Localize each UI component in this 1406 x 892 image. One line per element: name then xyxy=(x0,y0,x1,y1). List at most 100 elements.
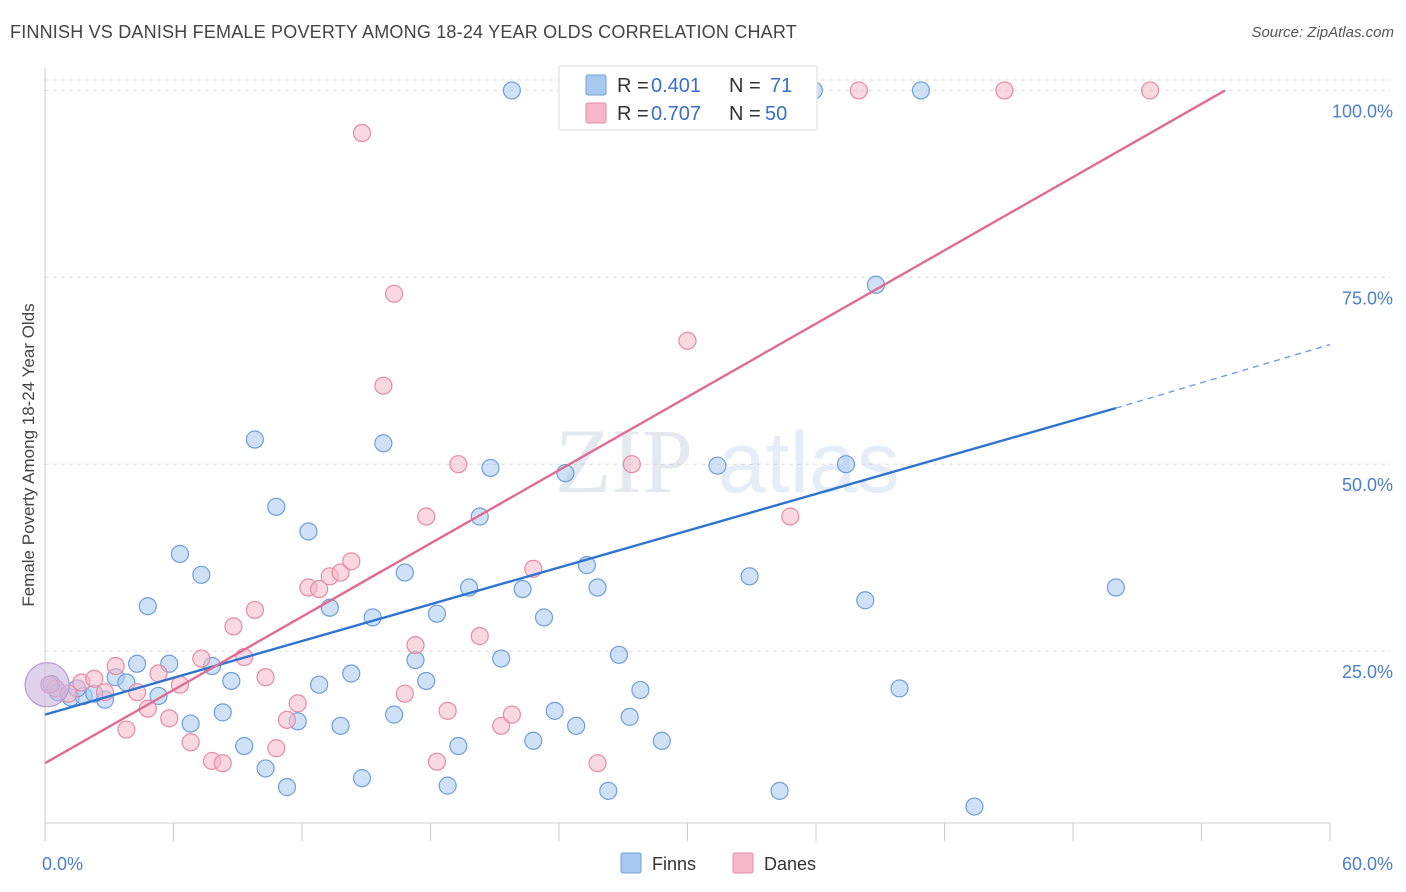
finns-point-56 xyxy=(708,456,727,475)
finns-point-51 xyxy=(609,645,629,664)
finns-point-49 xyxy=(588,578,607,597)
finns-point-29 xyxy=(374,434,393,453)
y-axis-label: Female Poverty Among 18-24 Year Olds xyxy=(19,303,38,606)
finns-point-66 xyxy=(1106,578,1125,597)
danes-point-48 xyxy=(1140,81,1160,100)
finns-point-12 xyxy=(192,565,211,584)
chart-title: FINNISH VS DANISH FEMALE POVERTY AMONG 1… xyxy=(10,22,797,42)
danes-point-39 xyxy=(502,705,521,724)
danes-point-32 xyxy=(406,635,425,655)
finns-point-54 xyxy=(652,731,671,750)
danes-trend-line xyxy=(44,89,1226,765)
finns-point-65 xyxy=(965,797,984,816)
finns-point-39 xyxy=(481,458,500,478)
danes-point-38 xyxy=(492,716,511,735)
danes-point-30 xyxy=(384,284,404,303)
legend-finns-r-label: R = xyxy=(617,75,649,97)
finns-point-23 xyxy=(310,675,329,694)
finns-point-7 xyxy=(138,597,157,616)
finns-point-36 xyxy=(449,736,468,756)
danes-point-26 xyxy=(331,563,350,582)
finns-point-11 xyxy=(181,714,200,733)
x-tick-label-1: 60.0% xyxy=(1342,854,1393,874)
finns-point-20 xyxy=(277,778,297,797)
danes-point-41 xyxy=(588,754,607,773)
danes-point-43 xyxy=(678,331,697,350)
y-tick-labels: 25.0% 50.0% 75.0% 100.0% xyxy=(1332,101,1393,682)
finns-point-34 xyxy=(427,604,447,623)
bottom-legend-swatch-danes xyxy=(732,852,754,874)
legend-danes-r-value: 0.707 xyxy=(651,103,701,125)
finns-point-63 xyxy=(890,679,909,698)
danes-point-21 xyxy=(277,710,297,729)
grid xyxy=(45,79,1390,652)
bottom-legend-finns: Finns xyxy=(652,854,696,874)
finns-point-47 xyxy=(567,716,586,735)
finns-point-31 xyxy=(395,563,414,582)
finns-point-18 xyxy=(256,759,275,778)
series-danes xyxy=(40,81,1160,773)
finns-trend-line xyxy=(44,406,1117,716)
finns-point-27 xyxy=(352,769,372,788)
danes-point-45 xyxy=(781,507,800,526)
finns-point-30 xyxy=(384,705,404,724)
danes-point-36 xyxy=(449,455,468,474)
finns-point-58 xyxy=(770,781,789,800)
danes-point-12 xyxy=(181,733,200,752)
finns-point-15 xyxy=(222,671,241,691)
cluster-bubble xyxy=(24,662,70,708)
danes-point-27 xyxy=(342,552,361,571)
danes-point-15 xyxy=(213,754,232,773)
finns-point-6 xyxy=(127,654,147,673)
finns-point-19 xyxy=(267,497,286,516)
finns-point-50 xyxy=(599,781,618,800)
danes-point-28 xyxy=(352,123,372,143)
bottom-legend-danes: Danes xyxy=(764,854,816,874)
finns-point-25 xyxy=(331,716,350,735)
danes-point-16 xyxy=(224,617,243,636)
danes-point-47 xyxy=(995,81,1014,100)
stats-legend: R = 0.401 N = 71 R = 0.707 N = 50 xyxy=(558,65,818,131)
trend-lines xyxy=(44,89,1331,765)
finns-point-33 xyxy=(417,671,436,691)
legend-finns-r-value: 0.401 xyxy=(651,75,701,97)
danes-point-29 xyxy=(374,376,393,395)
danes-point-34 xyxy=(427,752,447,771)
finns-point-43 xyxy=(524,731,543,750)
finns-point-22 xyxy=(299,522,318,541)
finns-point-16 xyxy=(235,736,254,756)
danes-point-42 xyxy=(622,455,641,474)
finns-point-40 xyxy=(492,649,511,668)
finns-point-61 xyxy=(856,591,875,610)
finns-point-45 xyxy=(545,701,564,720)
finns-point-64 xyxy=(911,81,931,100)
danes-point-46 xyxy=(849,81,868,100)
danes-point-31 xyxy=(395,684,414,703)
legend-danes-r-label: R = xyxy=(617,103,649,125)
danes-point-6 xyxy=(117,720,136,739)
legend-swatch-finns xyxy=(585,74,607,96)
finns-trend-extension xyxy=(1115,343,1331,409)
danes-point-5 xyxy=(106,656,125,676)
x-tick-label-0: 0.0% xyxy=(42,854,83,874)
finns-point-44 xyxy=(534,608,554,627)
danes-point-33 xyxy=(417,507,436,526)
y-tick-label-0: 25.0% xyxy=(1342,662,1393,682)
finns-point-53 xyxy=(631,680,650,700)
danes-point-37 xyxy=(470,627,489,646)
finns-point-26 xyxy=(342,664,361,683)
finns-point-17 xyxy=(245,430,264,449)
source-label: Source: ZipAtlas.com xyxy=(1251,24,1394,41)
finns-point-10 xyxy=(170,544,190,563)
legend-swatch-danes xyxy=(585,102,607,124)
danes-point-22 xyxy=(288,694,307,713)
bottom-legend-swatch-finns xyxy=(620,852,642,874)
finns-point-14 xyxy=(213,703,232,722)
danes-point-20 xyxy=(267,739,286,758)
finns-point-41 xyxy=(502,81,521,100)
finns-point-60 xyxy=(836,455,856,474)
y-tick-label-2: 75.0% xyxy=(1342,288,1393,308)
finns-point-42 xyxy=(513,579,532,599)
y-tick-label-3: 100.0% xyxy=(1332,101,1393,121)
